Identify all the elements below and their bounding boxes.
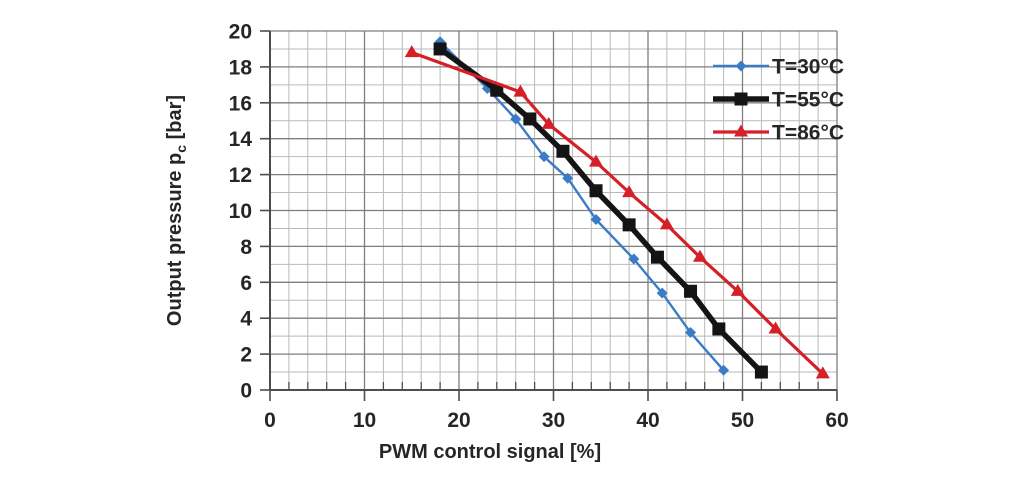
series-1-line bbox=[433, 42, 768, 379]
svg-text:10: 10 bbox=[353, 409, 376, 432]
svg-text:T=30°C: T=30°C bbox=[772, 56, 844, 79]
svg-text:T=86°C: T=86°C bbox=[772, 122, 844, 145]
svg-text:4: 4 bbox=[240, 308, 252, 331]
svg-text:12: 12 bbox=[229, 164, 252, 187]
svg-text:2: 2 bbox=[240, 344, 252, 367]
series-0-line bbox=[434, 36, 730, 376]
series-2-line bbox=[404, 45, 830, 379]
legend: T=30°C T=55°C T=86°C bbox=[713, 56, 844, 145]
svg-text:50: 50 bbox=[731, 409, 754, 432]
svg-text:20: 20 bbox=[229, 21, 252, 44]
svg-text:10: 10 bbox=[229, 200, 252, 223]
legend-item-2: T=86°C bbox=[713, 122, 844, 145]
legend-item-1: T=55°C bbox=[713, 89, 844, 112]
svg-text:60: 60 bbox=[825, 409, 848, 432]
svg-text:16: 16 bbox=[229, 92, 252, 115]
svg-text:14: 14 bbox=[229, 128, 253, 151]
svg-text:40: 40 bbox=[636, 409, 659, 432]
svg-text:20: 20 bbox=[447, 409, 470, 432]
x-axis-title: PWM control signal [%] bbox=[379, 441, 601, 463]
svg-text:6: 6 bbox=[240, 272, 252, 295]
svg-text:8: 8 bbox=[240, 236, 252, 259]
svg-text:30: 30 bbox=[542, 409, 565, 432]
tick-marks bbox=[260, 30, 838, 401]
legend-item-0: T=30°C bbox=[713, 56, 844, 79]
y-tick-labels: 0 2 4 6 8 10 12 14 16 18 20 bbox=[229, 21, 253, 403]
x-tick-labels: 0 10 20 30 40 50 60 bbox=[264, 409, 849, 432]
svg-text:0: 0 bbox=[264, 409, 276, 432]
svg-text:18: 18 bbox=[229, 56, 253, 79]
svg-text:0: 0 bbox=[240, 380, 252, 403]
svg-text:T=55°C: T=55°C bbox=[772, 89, 844, 112]
y-axis-title: Output pressure pc [bar] bbox=[164, 95, 189, 326]
